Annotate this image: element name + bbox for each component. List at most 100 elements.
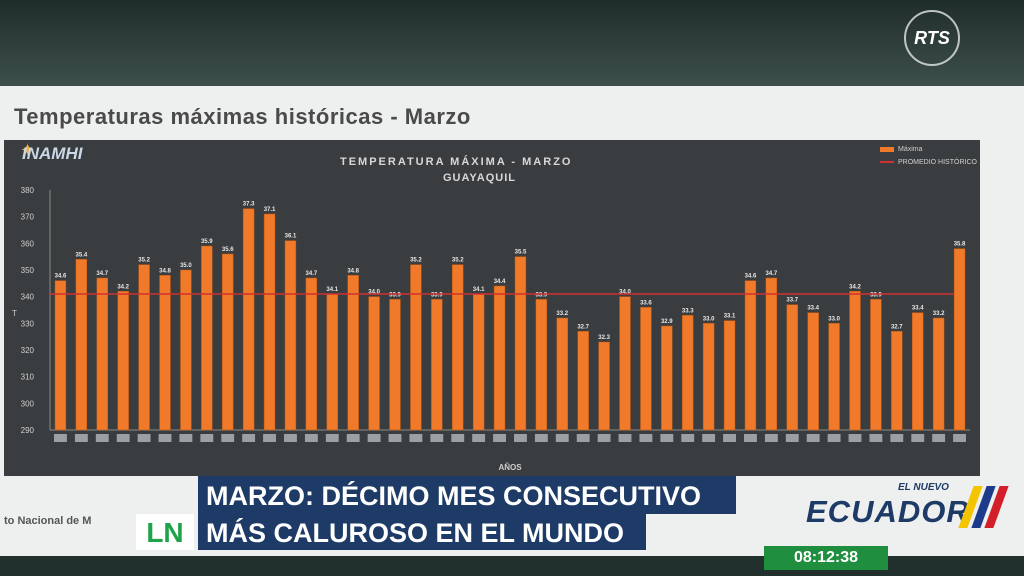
bar xyxy=(75,259,88,431)
bar-value-label: 37.1 xyxy=(264,207,276,213)
bar xyxy=(305,277,318,431)
bar-value-label: 34.7 xyxy=(766,271,778,277)
headline-line-1: MARZO: DÉCIMO MES CONSECUTIVO xyxy=(198,476,736,514)
bar xyxy=(472,293,485,431)
y-tick-label: 370 xyxy=(21,213,35,222)
y-tick-label: 340 xyxy=(21,293,35,302)
bar-value-label: 35.2 xyxy=(410,258,422,264)
x-tick-mark xyxy=(74,434,88,442)
x-tick-mark xyxy=(137,434,151,442)
bar-value-label: 35.5 xyxy=(515,250,527,256)
legend-label-max: Máxima xyxy=(898,146,923,153)
x-tick-mark xyxy=(785,434,799,442)
bar-value-label: 33.9 xyxy=(431,292,443,298)
bar xyxy=(619,296,631,431)
y-tick-label: 350 xyxy=(21,266,35,275)
bar xyxy=(912,312,924,431)
x-tick-mark xyxy=(409,434,423,442)
x-tick-mark xyxy=(284,434,297,442)
bar-value-label: 33.2 xyxy=(933,311,945,317)
bar-value-label: 33.4 xyxy=(807,306,819,312)
chart-title: TEMPERATURA MÁXIMA - MARZO xyxy=(340,156,573,168)
bar xyxy=(932,317,945,431)
x-tick-mark xyxy=(555,434,569,442)
bar-value-label: 35.2 xyxy=(138,258,150,264)
bar-value-label: 36.1 xyxy=(285,234,297,240)
x-tick-mark xyxy=(534,434,548,442)
bar-value-label: 35.9 xyxy=(201,239,213,245)
x-tick-mark xyxy=(744,434,757,442)
slide-title: Temperaturas máximas históricas - Marzo xyxy=(14,104,471,129)
x-tick-mark xyxy=(827,434,841,442)
bar-value-label: 33.9 xyxy=(870,292,882,298)
bar xyxy=(661,325,673,431)
bar-value-label: 33.0 xyxy=(703,316,715,322)
x-tick-mark xyxy=(576,434,590,442)
bar-value-label: 32.7 xyxy=(577,324,589,330)
bar-value-label: 34.2 xyxy=(117,284,129,290)
bar-value-label: 32.9 xyxy=(661,319,673,325)
bar-value-label: 35.4 xyxy=(76,252,88,258)
y-axis-label: T xyxy=(12,309,17,318)
x-tick-mark xyxy=(346,434,360,442)
x-tick-mark xyxy=(953,434,966,442)
bar-value-label: 34.6 xyxy=(745,274,757,280)
clock: 08:12:38 xyxy=(764,546,888,570)
legend-item-max: Máxima xyxy=(880,145,977,154)
bar-value-label: 34.8 xyxy=(347,268,359,274)
bar xyxy=(242,208,255,431)
x-tick-mark xyxy=(116,434,130,442)
bar-value-label: 33.1 xyxy=(724,314,736,320)
bar xyxy=(953,248,966,431)
bar xyxy=(493,285,506,431)
x-tick-mark xyxy=(597,434,611,442)
x-tick-mark xyxy=(158,434,172,442)
x-tick-mark xyxy=(493,434,506,442)
x-tick-mark xyxy=(95,434,109,442)
bar-value-label: 33.3 xyxy=(682,308,694,314)
x-tick-mark xyxy=(388,434,402,442)
bar-value-label: 32.7 xyxy=(891,324,903,330)
x-tick-mark xyxy=(848,434,862,442)
bar xyxy=(452,264,464,431)
gov-logo-big: ECUADOR xyxy=(806,494,970,529)
bar-value-label: 35.2 xyxy=(452,258,464,264)
x-tick-mark xyxy=(702,434,716,442)
bar-value-label: 35.8 xyxy=(954,242,966,248)
x-tick-mark xyxy=(681,434,695,442)
x-tick-mark xyxy=(54,434,67,442)
bar-value-label: 32.3 xyxy=(598,335,610,341)
x-tick-mark xyxy=(263,434,276,442)
y-tick-label: 310 xyxy=(21,373,35,382)
chart-subtitle: GUAYAQUIL xyxy=(443,172,516,184)
chart-legend: Máxima PROMEDIO HISTÓRICO xyxy=(880,145,977,167)
bar xyxy=(389,299,401,431)
x-tick-mark xyxy=(242,434,256,442)
bar xyxy=(117,291,129,431)
bar-value-label: 35.6 xyxy=(222,247,234,253)
show-logo: LN xyxy=(136,514,194,550)
bar-value-label: 34.1 xyxy=(326,287,338,293)
rts-logo: RTS xyxy=(904,10,960,66)
headline-line-2: MÁS CALUROSO EN EL MUNDO xyxy=(198,514,646,550)
legend-label-mean: PROMEDIO HISTÓRICO xyxy=(898,159,977,166)
x-tick-mark xyxy=(639,434,653,442)
x-tick-mark xyxy=(367,434,381,442)
x-tick-mark xyxy=(660,434,674,442)
x-tick-mark xyxy=(451,434,465,442)
x-axis-label: AÑOS xyxy=(498,463,522,472)
bar xyxy=(702,323,715,431)
x-tick-mark xyxy=(723,434,736,442)
bar xyxy=(682,315,694,431)
bar-value-label: 34.2 xyxy=(849,284,861,290)
bar xyxy=(849,291,861,431)
bar xyxy=(138,264,150,431)
bar xyxy=(263,213,276,431)
institute-footer: to Nacional de M xyxy=(4,515,92,527)
bar-value-label: 33.0 xyxy=(828,316,840,322)
bar xyxy=(786,304,798,431)
bar-value-label: 34.6 xyxy=(55,274,67,280)
y-tick-label: 320 xyxy=(21,346,35,355)
bar xyxy=(514,256,527,431)
bar-value-label: 34.0 xyxy=(619,290,631,296)
